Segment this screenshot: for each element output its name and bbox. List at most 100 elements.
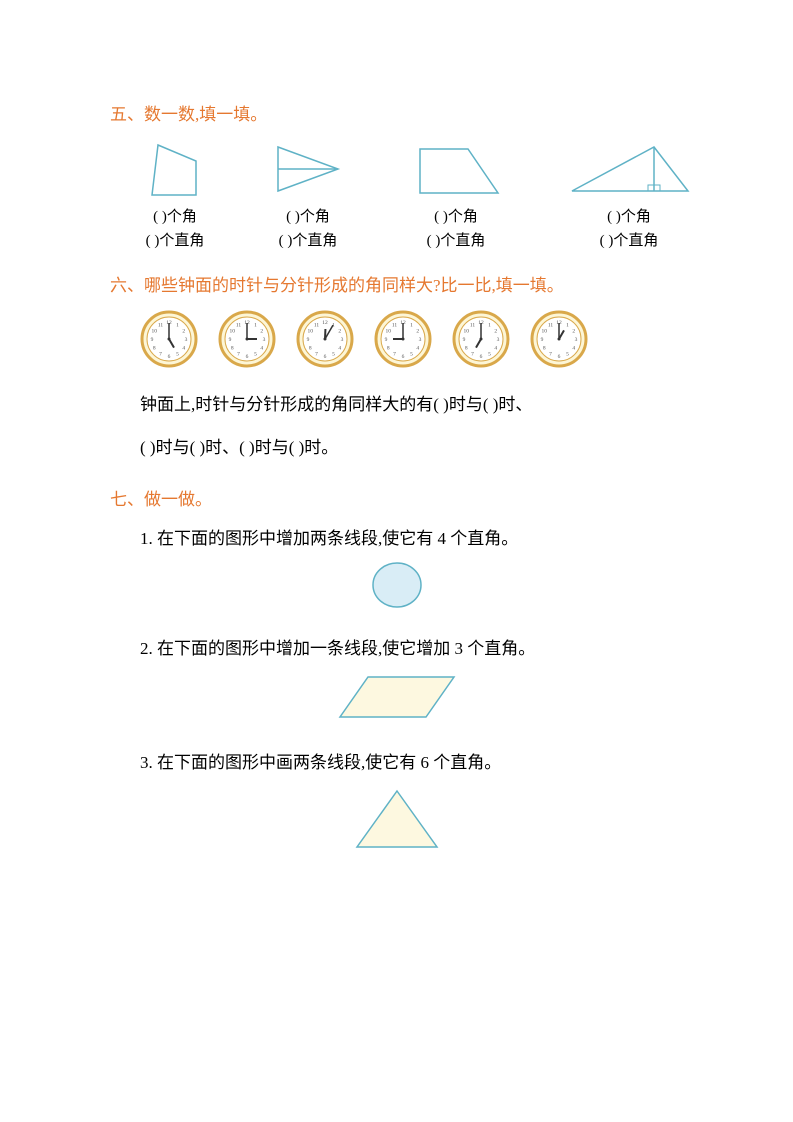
svg-text:10: 10 (464, 329, 470, 335)
svg-text:10: 10 (308, 329, 314, 335)
svg-text:2: 2 (182, 329, 185, 335)
shape-label-1b: ( )个直角 (146, 229, 205, 253)
svg-text:4: 4 (494, 346, 497, 352)
shape-label-4a: ( )个角 (607, 205, 651, 229)
svg-text:2: 2 (416, 329, 419, 335)
svg-text:5: 5 (410, 352, 413, 358)
svg-text:6: 6 (324, 354, 327, 360)
svg-text:8: 8 (153, 346, 156, 352)
svg-text:9: 9 (541, 337, 544, 343)
section-7-q2: 2. 在下面的图形中增加一条线段,使它增加 3 个直角。 (140, 634, 683, 659)
svg-text:8: 8 (231, 346, 234, 352)
svg-text:11: 11 (314, 322, 320, 328)
clock-icon-5: 123456789101112 (452, 310, 510, 368)
clock-icon-2: 123456789101112 (218, 310, 276, 368)
svg-text:1: 1 (488, 322, 491, 328)
shape-triangle-inner-icon (268, 139, 348, 201)
svg-text:2: 2 (572, 329, 575, 335)
svg-text:9: 9 (151, 337, 154, 343)
svg-text:7: 7 (159, 352, 162, 358)
svg-text:9: 9 (463, 337, 466, 343)
svg-text:10: 10 (542, 329, 548, 335)
svg-text:1: 1 (410, 322, 413, 328)
svg-text:10: 10 (152, 329, 158, 335)
svg-text:3: 3 (341, 337, 344, 343)
section-7-q3: 3. 在下面的图形中画两条线段,使它有 6 个直角。 (140, 748, 683, 773)
shape-block-4: ( )个角 ( )个直角 (564, 139, 694, 253)
section-6-title: 六、哪些钟面的时针与分针形成的角同样大?比一比,填一填。 (110, 271, 683, 296)
q3-shape-wrap (110, 783, 683, 860)
parallelogram-icon (332, 669, 462, 725)
shape-label-4b: ( )个直角 (600, 229, 659, 253)
shape-block-1: ( )个角 ( )个直角 (140, 139, 210, 253)
svg-text:3: 3 (419, 337, 422, 343)
section-6-line2: ( )时与( )时、( )时与( )时。 (140, 429, 683, 466)
clocks-row: 1234567891011121234567891011121234567891… (140, 310, 683, 368)
shape-label-1a: ( )个角 (153, 205, 197, 229)
shape-triangle-split-icon (564, 139, 694, 201)
svg-text:10: 10 (230, 329, 236, 335)
svg-text:6: 6 (402, 354, 405, 360)
clock-icon-4: 123456789101112 (374, 310, 432, 368)
svg-text:11: 11 (158, 322, 164, 328)
svg-text:4: 4 (182, 346, 185, 352)
shape-label-2a: ( )个角 (286, 205, 330, 229)
section-6: 六、哪些钟面的时针与分针形成的角同样大?比一比,填一填。 12345678910… (110, 271, 683, 467)
svg-text:2: 2 (338, 329, 341, 335)
svg-text:4: 4 (572, 346, 575, 352)
q2-shape-wrap (110, 669, 683, 730)
q1-shape-wrap (110, 559, 683, 616)
shape-quadrilateral-icon (140, 139, 210, 201)
svg-text:10: 10 (386, 329, 392, 335)
svg-text:5: 5 (488, 352, 491, 358)
svg-text:6: 6 (246, 354, 249, 360)
section-5-title: 五、数一数,填一填。 (110, 100, 683, 125)
clock-icon-6: 123456789101112 (530, 310, 588, 368)
svg-text:9: 9 (229, 337, 232, 343)
svg-text:1: 1 (176, 322, 179, 328)
svg-text:6: 6 (168, 354, 171, 360)
svg-text:11: 11 (470, 322, 476, 328)
section-7-title: 七、做一做。 (110, 485, 683, 510)
shape-block-3: ( )个角 ( )个直角 (406, 139, 506, 253)
ellipse-icon (365, 559, 429, 611)
svg-text:7: 7 (471, 352, 474, 358)
triangle-icon (347, 783, 447, 855)
section-5-shapes-row: ( )个角 ( )个直角 ( )个角 ( )个直角 ( )个角 ( (140, 139, 683, 253)
svg-text:4: 4 (416, 346, 419, 352)
svg-text:1: 1 (566, 322, 569, 328)
section-6-line1: 钟面上,时针与分针形成的角同样大的有( )时与( )时、 (140, 386, 683, 423)
section-7-q1: 1. 在下面的图形中增加两条线段,使它有 4 个直角。 (140, 524, 683, 549)
svg-text:5: 5 (332, 352, 335, 358)
svg-text:7: 7 (549, 352, 552, 358)
section-7: 七、做一做。 1. 在下面的图形中增加两条线段,使它有 4 个直角。 2. 在下… (110, 485, 683, 860)
svg-text:9: 9 (385, 337, 388, 343)
svg-text:5: 5 (566, 352, 569, 358)
svg-text:8: 8 (465, 346, 468, 352)
svg-text:3: 3 (263, 337, 266, 343)
svg-text:8: 8 (543, 346, 546, 352)
svg-text:3: 3 (497, 337, 500, 343)
clock-icon-3: 123456789101112 (296, 310, 354, 368)
svg-text:6: 6 (558, 354, 561, 360)
svg-text:2: 2 (260, 329, 263, 335)
worksheet-page: 五、数一数,填一填。 ( )个角 ( )个直角 ( )个角 ( )个直角 (0, 0, 793, 918)
svg-text:11: 11 (548, 322, 554, 328)
svg-text:11: 11 (236, 322, 242, 328)
svg-text:5: 5 (176, 352, 179, 358)
svg-text:8: 8 (387, 346, 390, 352)
shape-label-3a: ( )个角 (434, 205, 478, 229)
shape-label-3b: ( )个直角 (427, 229, 486, 253)
svg-text:4: 4 (260, 346, 263, 352)
svg-text:7: 7 (393, 352, 396, 358)
section-5: 五、数一数,填一填。 ( )个角 ( )个直角 ( )个角 ( )个直角 (110, 100, 683, 253)
svg-text:7: 7 (315, 352, 318, 358)
svg-text:7: 7 (237, 352, 240, 358)
svg-text:9: 9 (307, 337, 310, 343)
svg-text:4: 4 (338, 346, 341, 352)
svg-text:3: 3 (185, 337, 188, 343)
svg-text:6: 6 (480, 354, 483, 360)
svg-text:2: 2 (494, 329, 497, 335)
svg-text:8: 8 (309, 346, 312, 352)
shape-label-2b: ( )个直角 (279, 229, 338, 253)
